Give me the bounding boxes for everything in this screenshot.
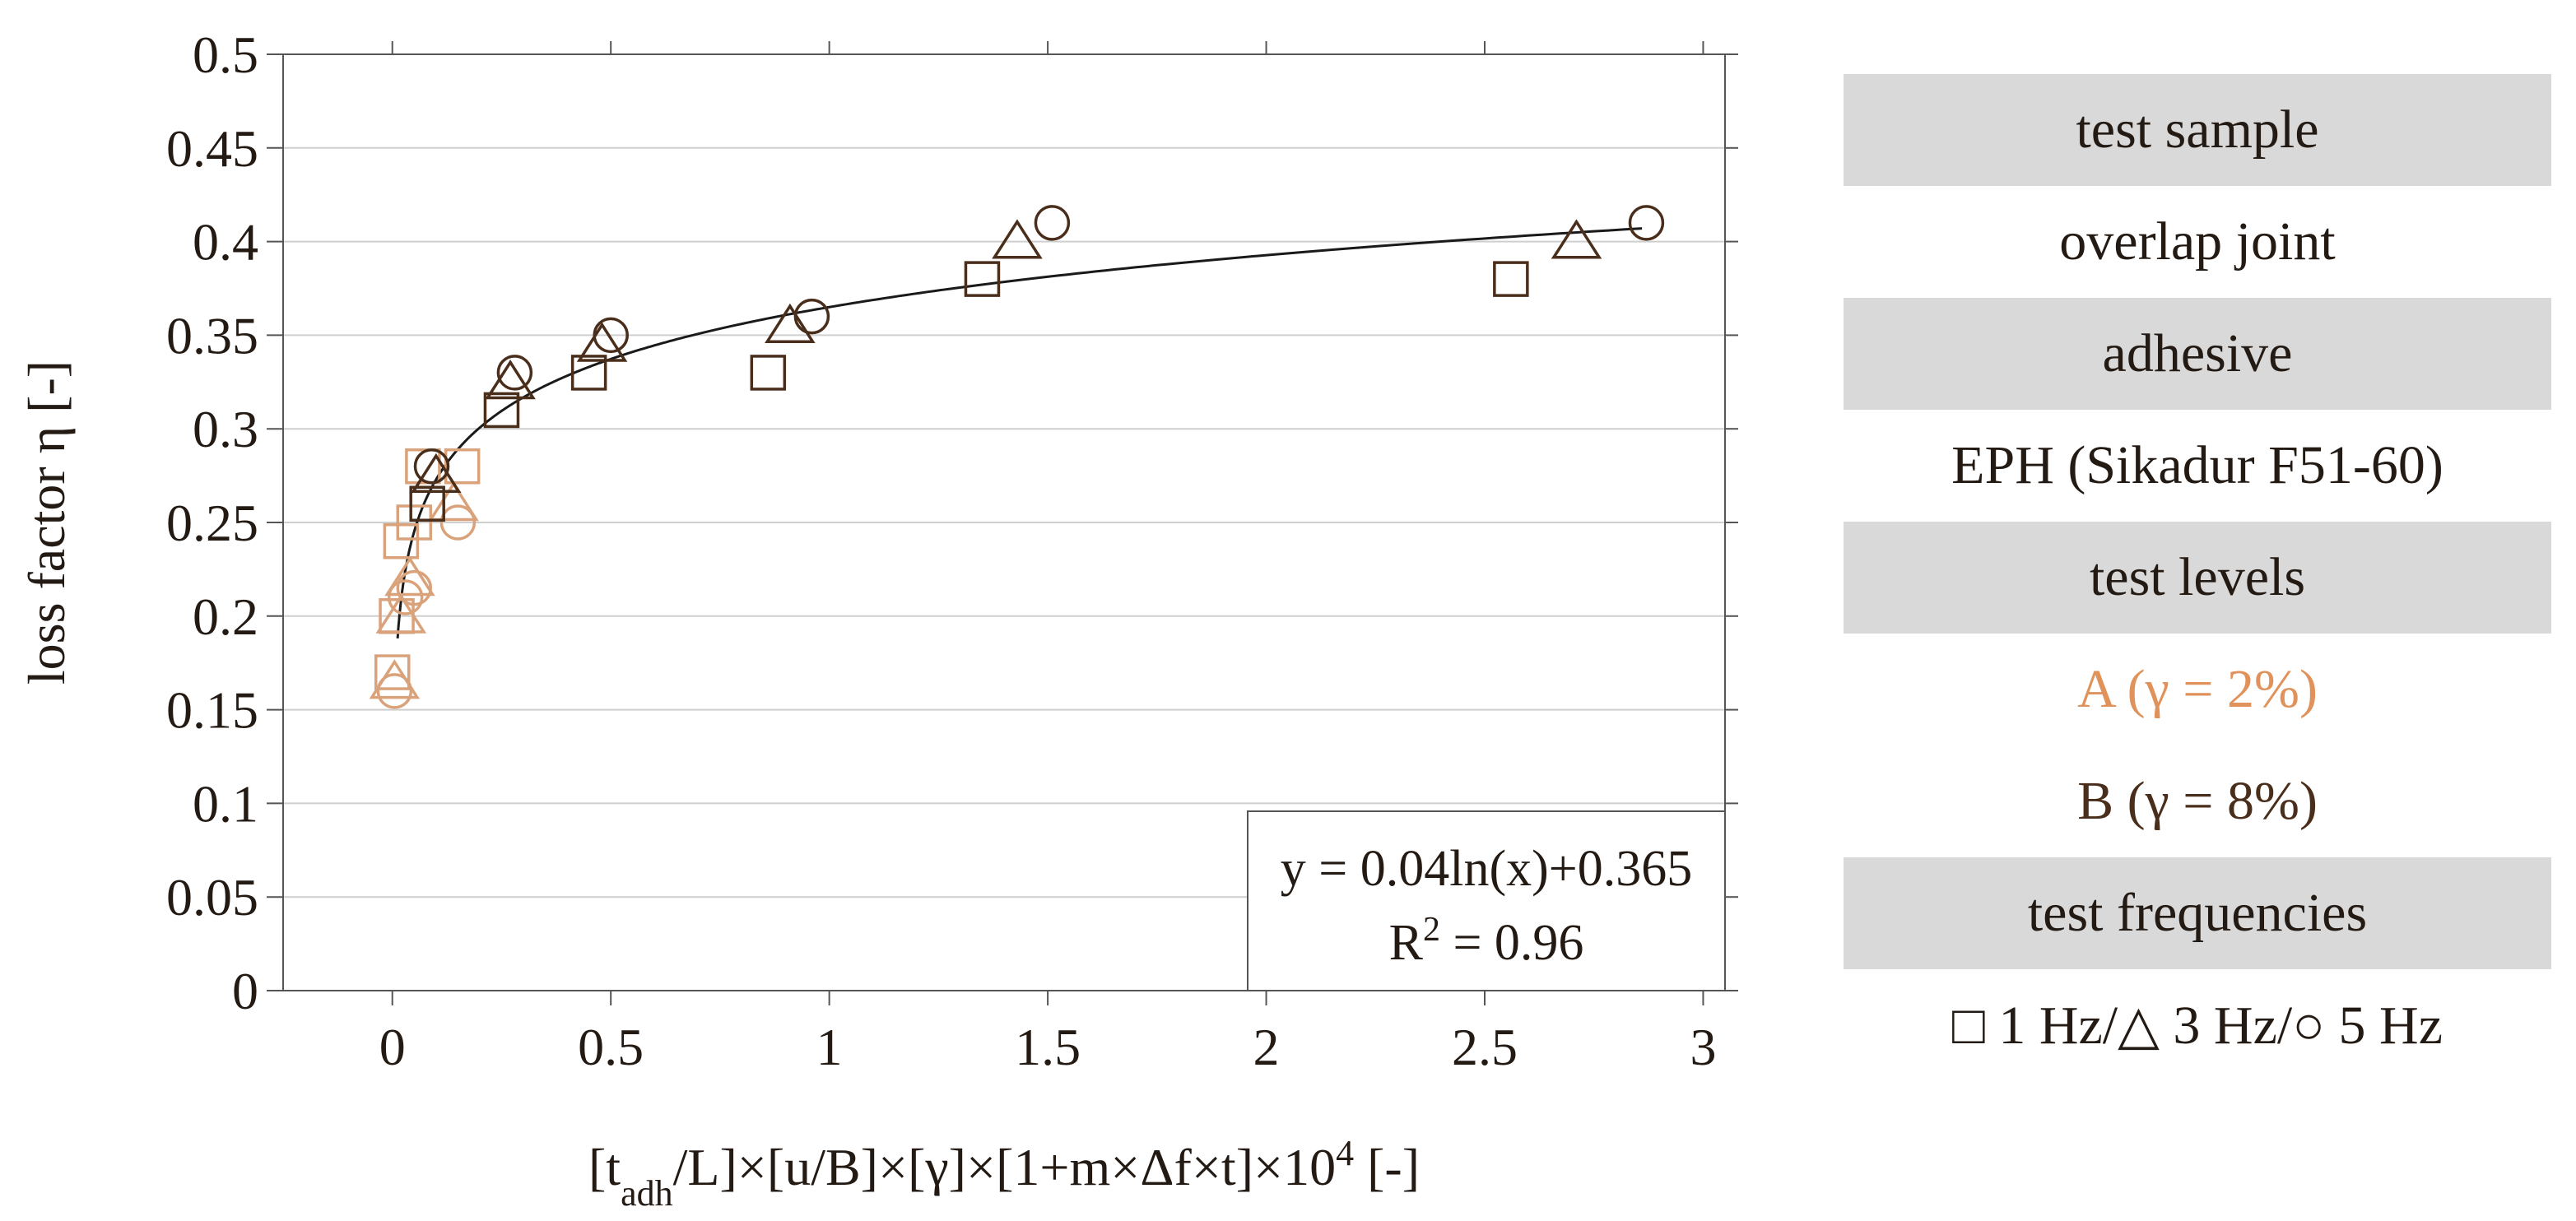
r-squared-text: R2 = 0.96 [1389,911,1584,971]
data-points [369,205,1665,709]
x-tick-label: 1.5 [1015,1018,1081,1076]
legend-row: overlap joint [2059,211,2336,272]
point-circle [387,579,424,615]
point-triangle [428,481,479,522]
point-square [405,448,441,485]
y-tick-label: 0.45 [166,119,258,178]
y-tick-label: 0.35 [166,306,258,364]
legend-row: B (γ = 8%) [2077,771,2318,831]
point-circle [376,673,413,709]
point-square [570,355,607,391]
point-square [964,261,1001,297]
point-square [383,523,420,559]
equation-text: y = 0.04ln(x)+0.365 [1281,841,1692,897]
point-square [1493,261,1529,297]
trendline [396,227,1643,639]
point-circle [439,504,477,541]
x-tick-label: 0.5 [578,1018,644,1076]
x-tick-label: 0 [379,1018,406,1076]
x-axis-label: [tadh/L]×[u/B]×[γ]×[1+m×Δf×t]×104 [-] [588,1133,1420,1214]
point-triangle [992,219,1043,259]
y-tick-label: 0 [232,962,258,1020]
y-axis-label: loss factor η [-] [17,360,76,685]
r-squared-part: R [1389,915,1424,971]
x-axis-label-part: adh [621,1173,673,1214]
r-squared-part: 2 [1423,911,1440,949]
x-tick-label: 1 [816,1018,843,1076]
point-square [374,654,411,690]
point-circle [593,317,629,354]
trendline-curve [396,227,1643,639]
point-triangle [384,556,435,597]
y-tick-label: 0.4 [193,213,258,272]
x-axis-label-part: /L]×[u/B]×[γ]×[1+m×Δf×t]×10 [673,1138,1337,1196]
y-tick-label: 0.1 [193,774,258,833]
point-square [396,504,433,541]
point-circle [1034,205,1071,241]
y-tick-label: 0.2 [193,587,258,646]
y-tick-label: 0.25 [166,494,258,552]
legend-row: test levels [1844,522,2551,634]
point-circle [413,448,450,485]
legend-row: □ 1 Hz/△ 3 Hz/○ 5 Hz [1951,996,2443,1056]
legend-row: A (γ = 2%) [2077,659,2318,719]
point-square [409,485,445,522]
point-triangle [576,322,628,362]
x-tick-label: 3 [1690,1018,1716,1076]
legend-panel: test sample overlap joint adhesive EPH (Sik… [1844,74,2551,1081]
point-triangle [765,303,816,343]
y-tick-label: 0.05 [166,868,258,926]
axis-labels: 0 0.05 0.1 0.15 0.2 0.25 0.3 0.35 0.4 0.45 0.5 0 0.5… [17,26,1716,1214]
point-triangle [375,593,427,634]
legend-row: EPH (Sikadur F51-60) [1951,435,2443,495]
axis-ticks [267,41,1738,1005]
x-axis-label-part: [-] [1354,1138,1420,1196]
point-circle [793,298,830,335]
legend-row: test frequencies [1844,857,2551,969]
point-square [444,448,481,485]
y-tick-label: 0.5 [193,26,258,84]
x-axis-label-part: 4 [1336,1133,1354,1173]
legend-row: adhesive [1844,298,2551,410]
legend-row: test sample [1844,74,2551,186]
point-circle [396,569,433,606]
x-axis-label-part: [t [588,1138,621,1196]
x-tick-label: 2 [1253,1018,1280,1076]
point-circle [1628,205,1665,241]
point-triangle [1551,219,1602,259]
r-squared-part: = 0.96 [1440,915,1583,971]
y-tick-label: 0.3 [193,400,258,458]
equation-box-frame [1247,810,1726,991]
point-circle [496,355,533,391]
x-tick-label: 2.5 [1452,1018,1518,1076]
y-tick-label: 0.15 [166,681,258,740]
equation-box: y = 0.04ln(x)+0.365 R2 = 0.96 [1247,810,1726,991]
point-square [483,392,520,429]
grid-lines [283,146,1725,898]
point-square [750,355,787,391]
